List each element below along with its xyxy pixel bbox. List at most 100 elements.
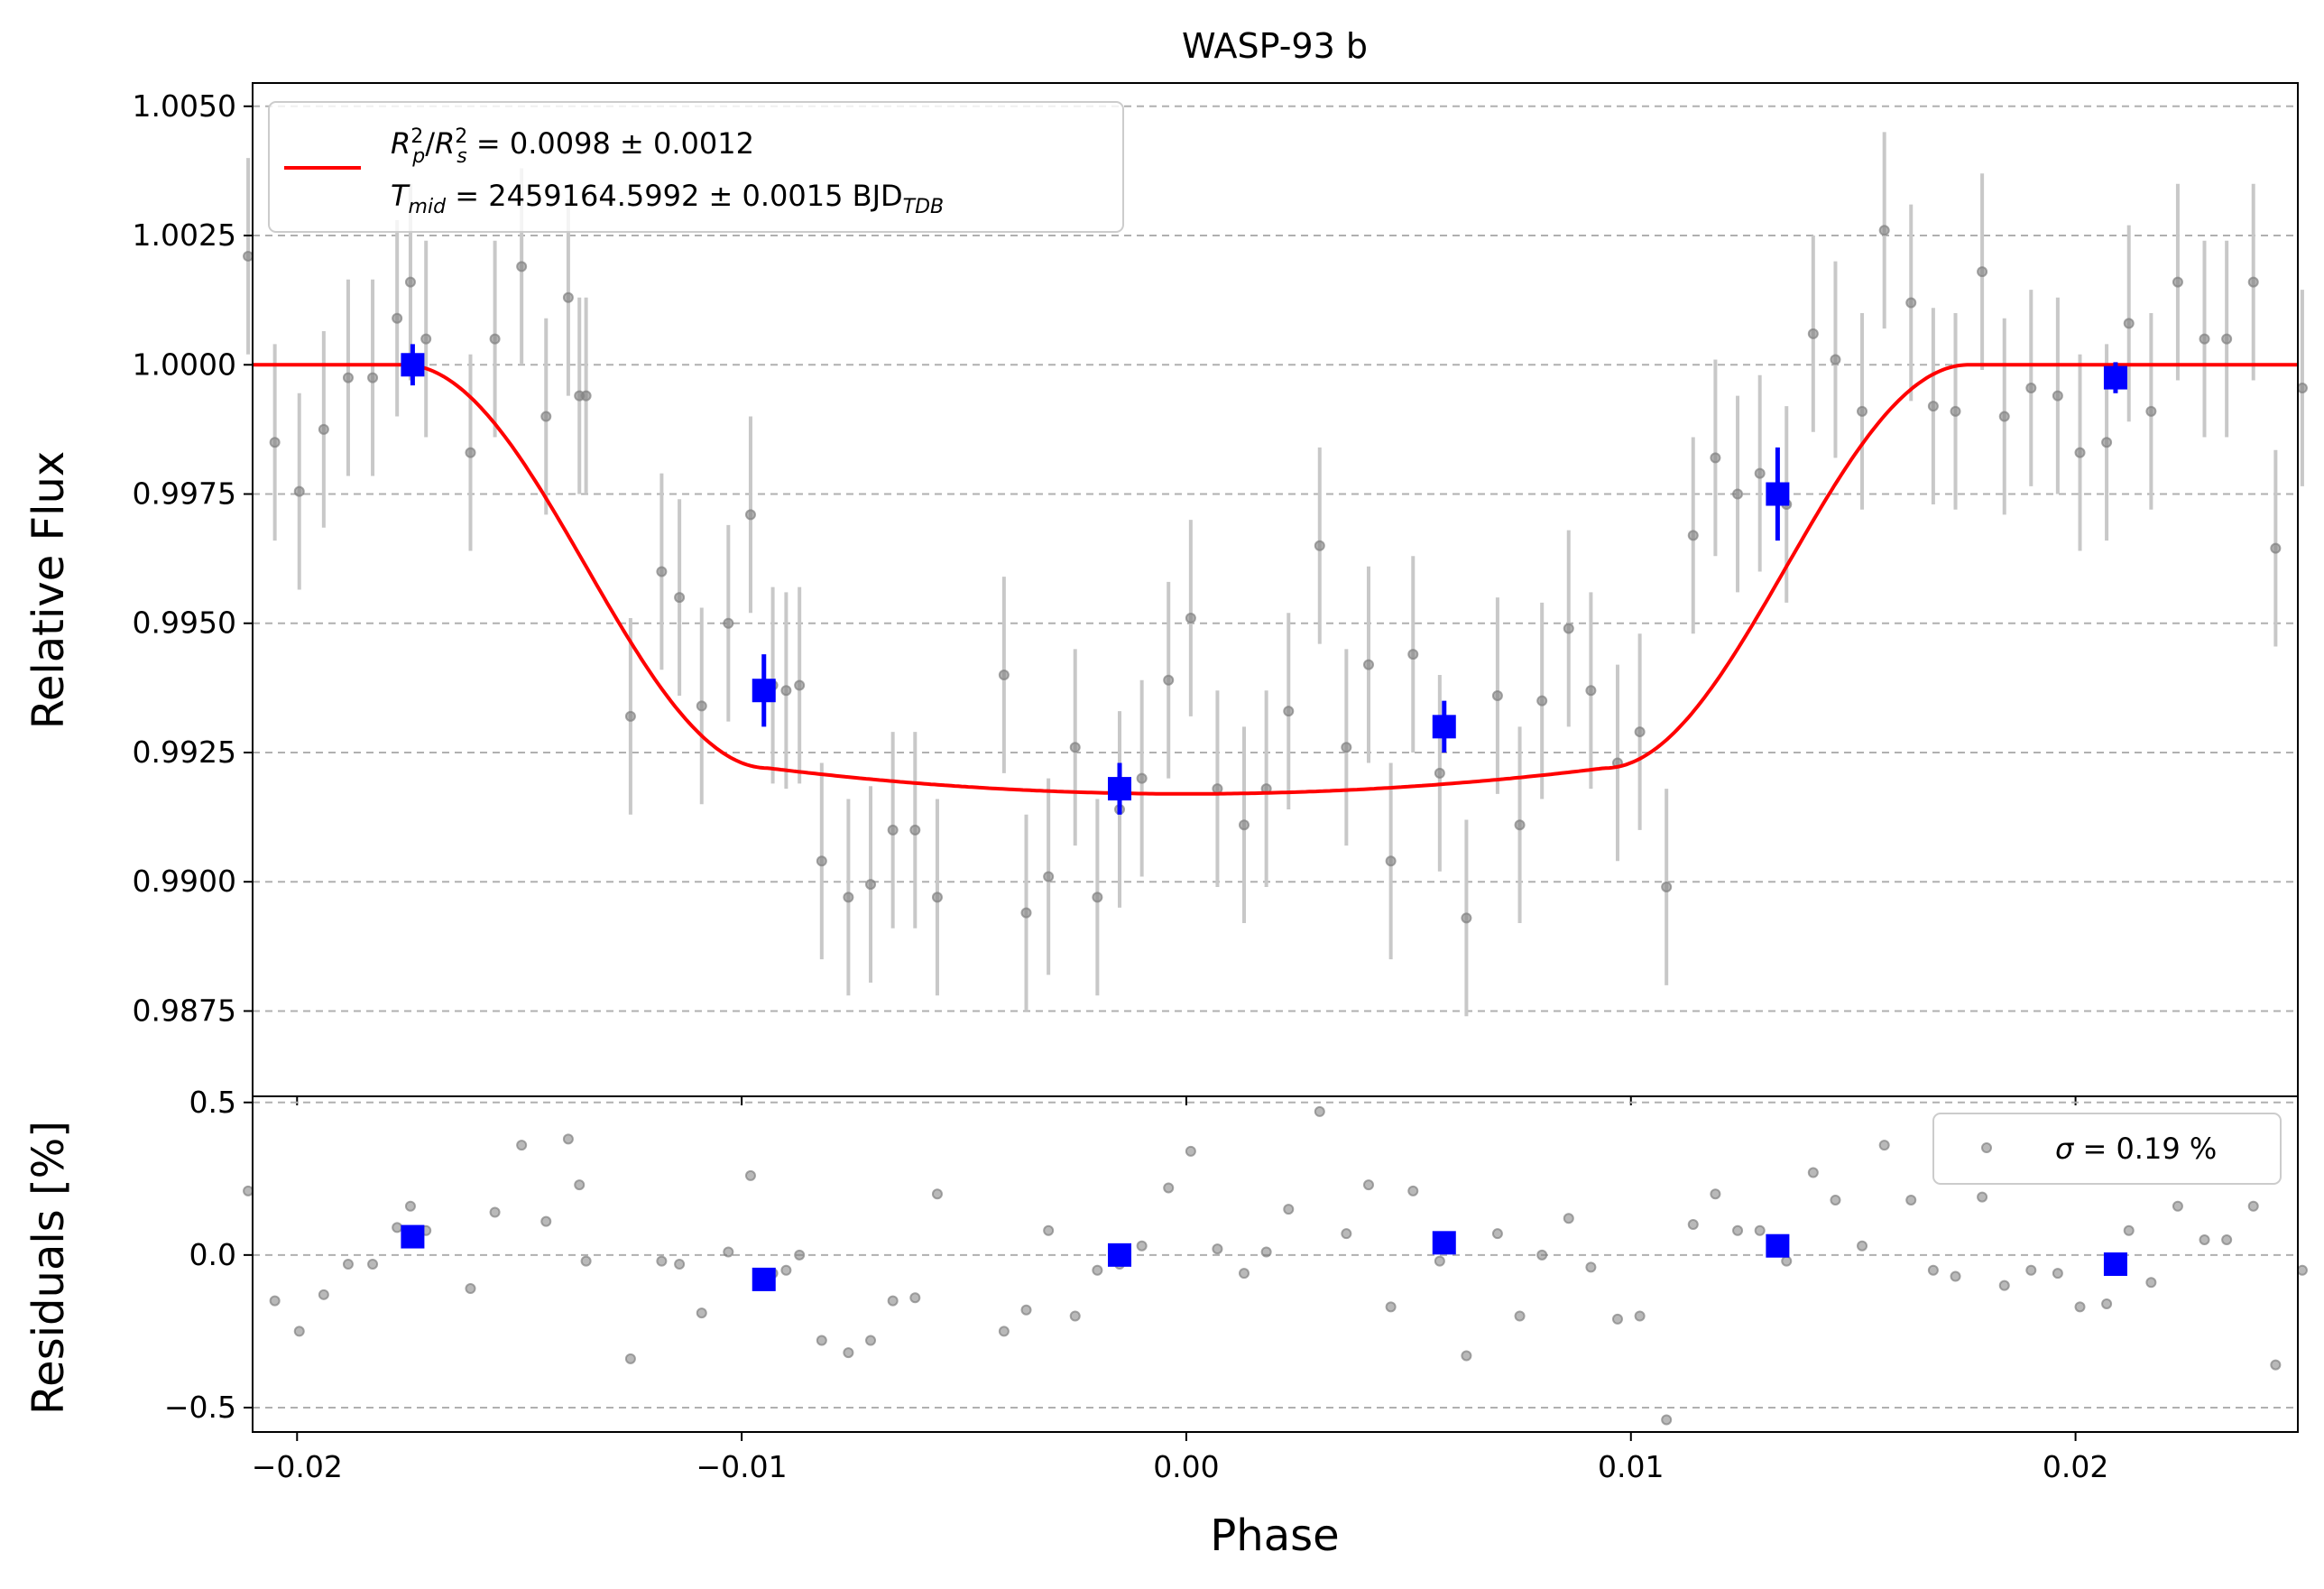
raw-point [420, 333, 432, 345]
raw-point [1950, 405, 1961, 417]
raw-point [2123, 318, 2135, 329]
binned-point [752, 679, 776, 703]
raw-point [516, 261, 528, 273]
residual-raw-point [1857, 1240, 1868, 1252]
residual-raw-point [674, 1259, 686, 1270]
residual-raw-point [1563, 1213, 1574, 1224]
residual-binned-point [752, 1267, 776, 1291]
top-legend-box [268, 101, 1124, 233]
residual-raw-point [367, 1259, 379, 1270]
raw-point [843, 892, 854, 903]
residual-raw-point [1807, 1167, 1819, 1178]
residual-raw-point [1781, 1255, 1793, 1267]
residual-raw-point [465, 1283, 476, 1295]
raw-point [1461, 912, 1472, 924]
residual-raw-point [931, 1188, 943, 1200]
residual-raw-point [318, 1289, 329, 1300]
raw-point [1878, 225, 1890, 236]
raw-point [1710, 452, 1721, 464]
residual-raw-point [780, 1264, 792, 1276]
top-y-tick-label: 0.9925 [133, 734, 236, 770]
residual-binned-point [2103, 1252, 2127, 1276]
residual-raw-point [1754, 1224, 1766, 1236]
raw-point [489, 333, 501, 345]
raw-point [1857, 405, 1868, 417]
residual-raw-point [1020, 1304, 1032, 1316]
residual-y-ticks: −0.5 0.0 0.5 [164, 1085, 253, 1425]
residual-binned-points [401, 1224, 2127, 1291]
residual-raw-point [1998, 1280, 2010, 1291]
residual-raw-point [1461, 1350, 1472, 1362]
raw-point [1283, 706, 1295, 717]
legend-slash: / [425, 126, 435, 161]
residual-raw-point [342, 1259, 354, 1270]
raw-point [2221, 333, 2233, 345]
raw-point [1136, 772, 1148, 784]
raw-point [2145, 405, 2157, 417]
raw-point [580, 390, 592, 402]
residual-raw-point [696, 1307, 707, 1319]
residual-raw-point [1585, 1261, 1597, 1273]
raw-point [656, 566, 668, 577]
raw-point [674, 592, 686, 604]
raw-point [865, 879, 877, 891]
residual-raw-point [392, 1222, 403, 1233]
top-legend: R2 p/R2 s = 0.0098 ± 0.0012 Tmid = 2459164… [268, 101, 1124, 233]
residual-raw-point [1977, 1191, 1988, 1203]
residual-raw-point [1491, 1228, 1503, 1240]
legend-bjd-sub: TDB [903, 196, 944, 218]
raw-point [2074, 447, 2086, 458]
residual-raw-point [1314, 1105, 1325, 1117]
residual-raw-point [1710, 1188, 1721, 1200]
top-y-tick-label: 0.9975 [133, 476, 236, 512]
residual-raw-point [243, 1185, 254, 1196]
raw-point [1977, 266, 1988, 278]
residual-raw-point [1069, 1310, 1081, 1322]
residual-y-tick-label: 0.5 [189, 1085, 236, 1120]
residual-raw-point [2123, 1224, 2135, 1236]
residual-raw-point [404, 1200, 416, 1212]
raw-point [794, 679, 806, 691]
residual-x-ticks: −0.02 −0.01 0.00 0.01 0.02 [252, 1432, 2108, 1484]
residual-raw-point [1136, 1240, 1148, 1252]
residual-y-tick-label: −0.5 [164, 1390, 236, 1425]
residual-raw-point [1950, 1270, 1961, 1282]
residual-raw-point [865, 1335, 877, 1346]
residual-raw-point [1661, 1414, 1673, 1426]
raw-point [1754, 467, 1766, 479]
raw-point [1212, 783, 1223, 795]
residual-binned-point [401, 1224, 425, 1249]
residual-raw-point [816, 1335, 827, 1346]
raw-point [1536, 695, 1548, 707]
top-y-tick-label: 1.0000 [133, 346, 236, 382]
legend-radius-value: = 0.0098 ± 0.0012 [467, 126, 754, 161]
residual-raw-point [1687, 1219, 1699, 1231]
residual-x-tick-label: −0.02 [252, 1449, 343, 1484]
raw-point [2270, 542, 2282, 554]
residual-raw-point [1092, 1264, 1103, 1276]
raw-point [2296, 383, 2308, 394]
legend-p-sub: p [411, 145, 425, 168]
residual-x-tick-label: 0.02 [2043, 1449, 2108, 1484]
residual-raw-point [293, 1326, 305, 1337]
raw-point [2101, 437, 2113, 448]
legend-r1: R [391, 126, 410, 161]
raw-point [723, 617, 734, 629]
residual-raw-point [656, 1255, 668, 1267]
top-y-tick-label: 0.9950 [133, 605, 236, 641]
residual-raw-point [1634, 1310, 1646, 1322]
residual-raw-point [516, 1140, 528, 1151]
residual-binned-point [1432, 1231, 1456, 1255]
binned-point [401, 353, 425, 377]
top-y-tick-label: 1.0025 [133, 217, 236, 253]
raw-point [269, 437, 281, 448]
residual-binned-point [1108, 1243, 1132, 1267]
raw-point [1185, 613, 1196, 624]
legend-t-sub: mid [409, 196, 447, 218]
residual-legend-label: σ = 0.19 % [2055, 1132, 2217, 1166]
raw-point [1163, 674, 1175, 686]
raw-point [392, 312, 403, 324]
raw-point [1362, 659, 1374, 670]
legend-tmid-value: = 2459164.5992 ± 0.0015 BJD [446, 179, 903, 213]
